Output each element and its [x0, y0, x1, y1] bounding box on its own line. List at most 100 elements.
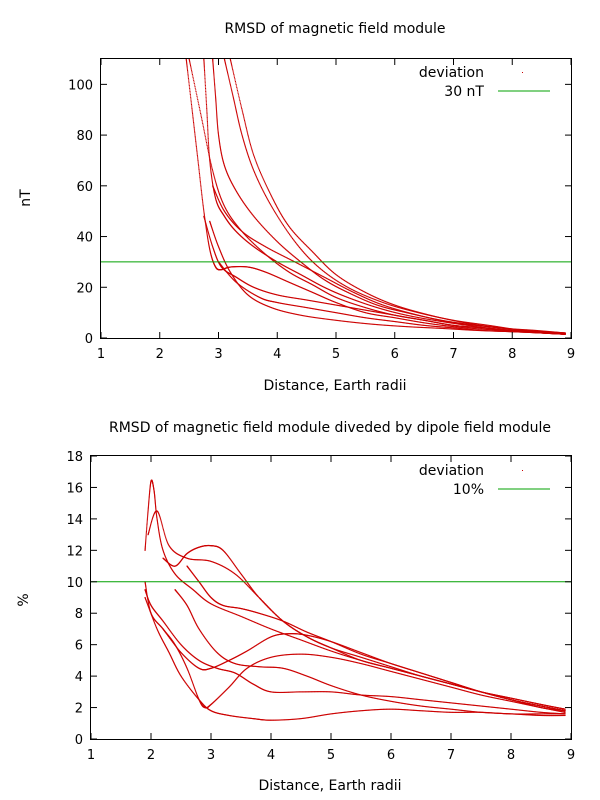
data-point [336, 286, 338, 288]
data-point [377, 310, 379, 312]
data-point [233, 101, 235, 103]
data-point [240, 131, 242, 133]
data-point [427, 327, 429, 329]
data-point [361, 322, 364, 324]
data-point [455, 326, 458, 328]
data-point [196, 154, 198, 156]
data-point [398, 312, 400, 315]
data-point [287, 311, 289, 313]
data-point [239, 128, 241, 130]
data-point [455, 326, 457, 328]
data-point [359, 297, 361, 299]
data-point [358, 292, 360, 294]
data-point [227, 72, 229, 74]
data-point [263, 290, 265, 292]
data-point [404, 311, 406, 313]
data-point [364, 309, 366, 311]
data-point [276, 214, 278, 216]
data-point [228, 269, 230, 271]
data-point [326, 273, 328, 275]
data-point [195, 139, 197, 141]
data-point [500, 326, 502, 328]
data-point [276, 294, 278, 296]
data-point [408, 317, 410, 319]
data-point [349, 297, 351, 299]
data-point [195, 142, 197, 144]
data-point [278, 209, 280, 211]
data-point [411, 310, 413, 312]
data-point [344, 295, 346, 297]
data-point [214, 237, 216, 239]
data-point [526, 330, 528, 333]
data-point [308, 278, 310, 280]
data-point [313, 300, 315, 302]
data-point [336, 304, 338, 306]
data-point [313, 316, 316, 319]
data-point [440, 317, 443, 319]
data-point [304, 253, 306, 255]
data-point [426, 327, 428, 329]
data-point [288, 296, 290, 298]
data-point [239, 286, 241, 288]
data-point [326, 280, 328, 282]
data-point [309, 282, 311, 284]
data-point [243, 140, 245, 143]
data-point [238, 95, 240, 97]
data-point [190, 68, 192, 70]
data-point [228, 78, 230, 80]
data-point [496, 326, 498, 328]
data-point [353, 308, 355, 310]
data-point [400, 315, 402, 317]
data-point [479, 323, 481, 325]
data-point [355, 304, 357, 306]
data-point [425, 320, 427, 322]
data-point [361, 308, 363, 311]
data-point [379, 312, 381, 314]
data-point [212, 62, 214, 64]
data-point [188, 83, 190, 85]
data-point [230, 85, 232, 87]
data-point [300, 298, 303, 300]
data-point [365, 309, 367, 311]
data-point [237, 119, 239, 121]
data-point [320, 268, 322, 270]
data-point [465, 329, 468, 331]
data-point [340, 294, 342, 296]
data-point [418, 317, 420, 319]
data-point [232, 275, 234, 277]
data-point [352, 285, 354, 287]
data-point [232, 93, 234, 95]
data-point [327, 292, 329, 295]
data-point [190, 66, 192, 68]
data-point [269, 193, 272, 195]
data-point [411, 317, 413, 319]
data-point [477, 328, 480, 330]
data-point [289, 282, 291, 284]
data-point [302, 315, 304, 317]
data-point [198, 106, 200, 109]
data-point [495, 325, 497, 327]
data-point [204, 80, 206, 82]
data-point [537, 331, 539, 333]
data-point [243, 142, 245, 144]
data-point [239, 127, 241, 129]
data-point [373, 311, 375, 313]
data-point [191, 109, 193, 111]
data-point [257, 220, 259, 223]
data-point [245, 235, 247, 237]
data-point [359, 322, 361, 324]
data-point [419, 319, 422, 321]
data-point [212, 60, 214, 62]
data-point [396, 312, 398, 314]
data-point [287, 267, 289, 269]
data-point [207, 230, 209, 232]
data-point [369, 304, 371, 307]
data-point [207, 238, 209, 240]
data-point [389, 313, 391, 315]
data-point [415, 326, 417, 328]
data-point [283, 295, 285, 297]
data-point [331, 270, 333, 272]
data-point [363, 291, 365, 293]
data-point [389, 308, 391, 310]
data-point [242, 138, 244, 140]
